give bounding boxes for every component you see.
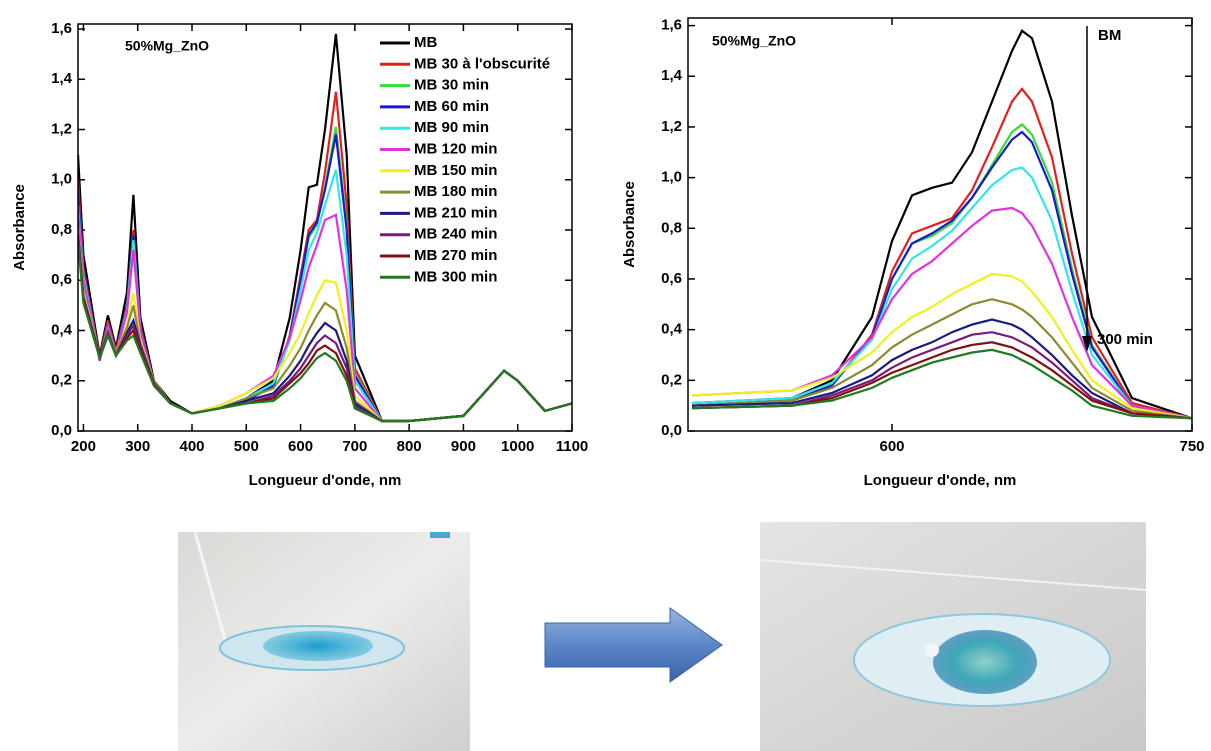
x-tick-label: 600 <box>288 438 313 455</box>
y-tick-label: 1,2 <box>51 120 72 137</box>
annotation: BM <box>1098 27 1121 44</box>
arrow-head <box>1082 336 1092 352</box>
x-tick-label: 800 <box>397 438 422 455</box>
legend-label: MB 210 min <box>414 204 497 221</box>
photo-after <box>759 522 1147 751</box>
x-tick-label: 200 <box>71 438 96 455</box>
series-line <box>691 29 1192 420</box>
legend-label: MB 300 min <box>414 268 497 285</box>
y-tick-label: 1,0 <box>51 171 72 188</box>
legend-label: MB 270 min <box>414 247 497 264</box>
series-line <box>691 272 1192 420</box>
plot-frame <box>687 17 1193 432</box>
y-axis-label: Absorbance <box>621 181 638 268</box>
x-tick-label: 1000 <box>501 438 534 455</box>
series-line <box>691 298 1192 420</box>
y-tick-label: 0,4 <box>661 321 683 338</box>
x-tick-label: 600 <box>879 438 904 455</box>
x-tick-label: 500 <box>234 438 259 455</box>
x-axis-label: Longueur d'onde, nm <box>864 472 1017 489</box>
y-tick-label: 1,2 <box>661 118 682 135</box>
x-tick-label: 400 <box>179 438 204 455</box>
legend-label: MB 180 min <box>414 183 497 200</box>
x-tick-label: 750 <box>1179 438 1204 455</box>
x-tick-label: 1100 <box>556 438 589 455</box>
y-tick-label: 1,4 <box>661 67 683 84</box>
y-tick-label: 0,2 <box>51 372 72 389</box>
annotation: 300 min <box>1097 331 1153 348</box>
annotation: 50%Mg_ZnO <box>712 33 796 49</box>
y-axis-label: Absorbance <box>11 184 28 271</box>
x-tick-label: 700 <box>342 438 367 455</box>
series-line <box>78 234 572 423</box>
series-line <box>78 234 572 423</box>
series-line <box>78 229 572 423</box>
series-line <box>691 130 1192 420</box>
legend-label: MB 90 min <box>414 119 489 136</box>
series-line <box>691 166 1192 420</box>
y-tick-label: 1,6 <box>661 17 682 34</box>
y-tick-label: 0,0 <box>51 422 72 439</box>
legend-label: MB 240 min <box>414 226 497 243</box>
annotation: 50%Mg_ZnO <box>125 38 209 54</box>
series-line <box>78 209 572 423</box>
x-tick-label: 300 <box>125 438 150 455</box>
transition-arrow <box>544 607 723 683</box>
legend-label: MB 30 à l'obscurité <box>414 55 550 72</box>
series-line <box>691 341 1192 420</box>
series-line <box>78 229 572 423</box>
y-tick-label: 1,0 <box>661 169 682 186</box>
y-tick-label: 1,4 <box>51 70 73 87</box>
series-line <box>78 240 572 423</box>
legend-label: MB 30 min <box>414 77 489 94</box>
series-line <box>691 122 1192 420</box>
series-line <box>691 318 1192 420</box>
legend-label: MB <box>414 34 437 51</box>
series-line <box>78 237 572 423</box>
x-axis-label: Longueur d'onde, nm <box>249 472 402 489</box>
photo-before <box>178 531 470 751</box>
series-line <box>691 348 1192 420</box>
y-tick-label: 1,6 <box>51 20 72 37</box>
series-line <box>691 206 1192 420</box>
x-tick-label: 900 <box>451 438 476 455</box>
plot-frame <box>77 23 573 432</box>
series-line <box>691 331 1192 420</box>
y-tick-label: 0,8 <box>661 219 682 236</box>
y-tick-label: 0,6 <box>51 271 72 288</box>
legend-label: MB 60 min <box>414 98 489 115</box>
y-tick-label: 0,0 <box>661 422 682 439</box>
y-tick-label: 0,2 <box>661 371 682 388</box>
y-tick-label: 0,8 <box>51 221 72 238</box>
y-tick-label: 0,6 <box>661 270 682 287</box>
series-line <box>78 33 572 423</box>
legend-label: MB 150 min <box>414 162 497 179</box>
y-tick-label: 0,4 <box>51 321 73 338</box>
legend-label: MB 120 min <box>414 140 497 157</box>
